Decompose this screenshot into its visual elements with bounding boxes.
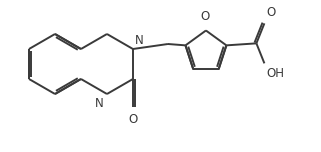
- Text: OH: OH: [266, 67, 284, 80]
- Text: N: N: [135, 34, 144, 47]
- Text: O: O: [200, 10, 210, 24]
- Text: O: O: [266, 6, 276, 19]
- Text: N: N: [95, 97, 104, 110]
- Text: O: O: [128, 113, 138, 126]
